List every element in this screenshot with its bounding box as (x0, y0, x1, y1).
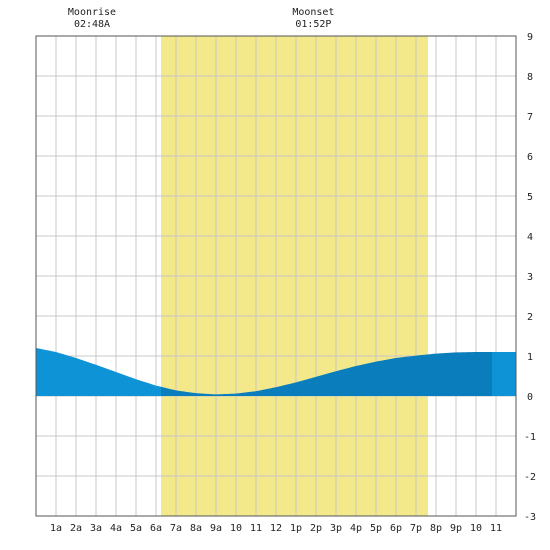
moon-event-label: Moonset (292, 7, 335, 18)
y-tick-label: 2 (527, 312, 533, 323)
x-tick-label: 1a (50, 523, 62, 534)
x-tick-label: 11 (250, 523, 262, 534)
y-tick-label: 0 (527, 392, 533, 403)
x-tick-label: 5p (370, 523, 382, 534)
x-tick-label: 8a (190, 523, 202, 534)
y-tick-label: 9 (527, 32, 533, 43)
y-tick-label: 4 (527, 232, 533, 243)
y-tick-label: -3 (524, 512, 536, 523)
x-tick-label: 6p (390, 523, 402, 534)
x-tick-label: 7a (170, 523, 182, 534)
moon-event-time: 02:48A (73, 19, 111, 30)
y-tick-label: 5 (527, 192, 533, 203)
x-tick-label: 7p (410, 523, 422, 534)
x-tick-label: 11 (490, 523, 502, 534)
tide-area-night-early (36, 348, 161, 396)
moon-annotation: Moonrise 02:48A (52, 7, 132, 31)
x-tick-label: 9a (210, 523, 222, 534)
y-tick-label: 8 (527, 72, 533, 83)
x-tick-label: 1p (290, 523, 302, 534)
x-tick-label: 6a (150, 523, 162, 534)
y-tick-label: -1 (524, 432, 536, 443)
x-tick-label: 4a (110, 523, 122, 534)
x-tick-label: 9p (450, 523, 462, 534)
plot-frame (35, 35, 517, 517)
moon-annotation: Moonset 01:52P (273, 7, 353, 31)
x-tick-label: 10 (470, 523, 482, 534)
y-tick-label: 7 (527, 112, 533, 123)
moon-event-label: Moonrise (67, 7, 117, 18)
y-tick-label: 6 (527, 152, 533, 163)
x-tick-label: 3p (330, 523, 342, 534)
x-tick-label: 4p (350, 523, 362, 534)
x-tick-label: 8p (430, 523, 442, 534)
tide-area-day (161, 354, 428, 396)
tide-area-night-late (492, 352, 516, 396)
moon-event-time: 01:52P (295, 19, 332, 30)
y-tick-label: 1 (527, 352, 533, 363)
y-tick-label: -2 (524, 472, 536, 483)
x-tick-label: 2a (70, 523, 82, 534)
x-tick-label: 5a (130, 523, 142, 534)
x-tick-label: 3a (90, 523, 102, 534)
x-tick-label: 12 (270, 523, 282, 534)
y-tick-label: 3 (527, 272, 533, 283)
x-tick-label: 2p (310, 523, 322, 534)
tide-area-evening (428, 352, 492, 396)
x-tick-label: 10 (230, 523, 242, 534)
